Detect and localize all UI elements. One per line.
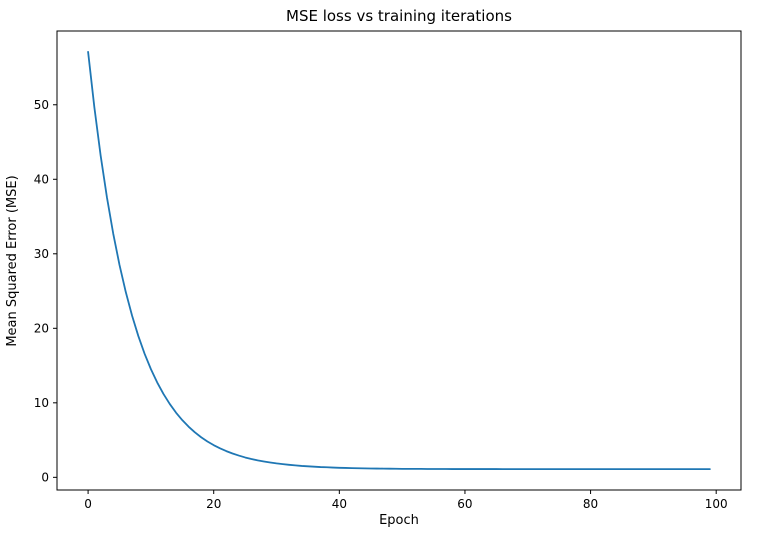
- x-tick-label: 60: [457, 497, 472, 511]
- y-axis-label: Mean Squared Error (MSE): [5, 175, 20, 346]
- x-axis-ticks: 0 20 40 60 80 100: [84, 490, 728, 511]
- y-axis-ticks: 0 10 20 30 40 50: [34, 98, 57, 484]
- y-tick-label: 40: [34, 172, 49, 186]
- plot-border: [56, 30, 742, 491]
- plot-area: [57, 31, 741, 490]
- x-axis-label: Epoch: [379, 513, 419, 528]
- chart-title: MSE loss vs training iterations: [286, 7, 512, 25]
- y-tick-label: 10: [34, 396, 49, 410]
- y-tick-label: 0: [41, 470, 49, 484]
- x-tick-label: 100: [705, 497, 728, 511]
- y-tick-label: 20: [34, 321, 49, 335]
- y-tick-label: 50: [34, 98, 49, 112]
- loss-curve: [87, 50, 711, 471]
- x-tick-label: 80: [583, 497, 598, 511]
- y-tick-label: 30: [34, 247, 49, 261]
- x-tick-label: 0: [84, 497, 92, 511]
- x-tick-label: 20: [206, 497, 221, 511]
- x-tick-label: 40: [332, 497, 347, 511]
